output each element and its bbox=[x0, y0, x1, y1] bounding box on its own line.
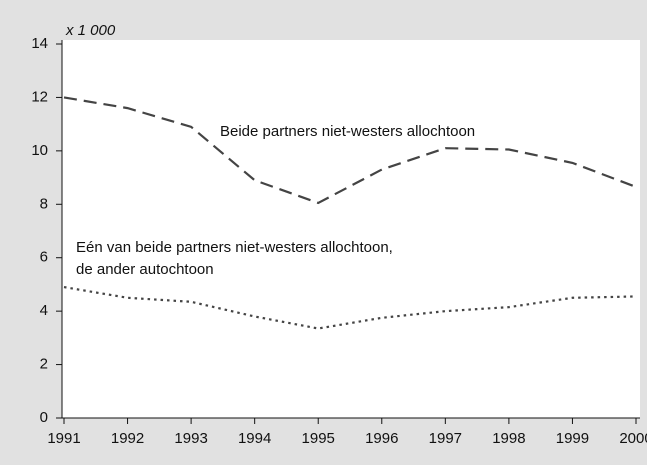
series-label: de ander autochtoon bbox=[76, 261, 214, 278]
x-tick-label: 1991 bbox=[47, 430, 80, 447]
y-tick-label: 8 bbox=[40, 195, 48, 212]
x-tick-label: 1997 bbox=[429, 430, 462, 447]
x-tick-label: 1995 bbox=[302, 430, 335, 447]
series-label: Beide partners niet-westers allochtoon bbox=[220, 123, 475, 140]
y-tick-label: 12 bbox=[31, 88, 48, 105]
x-tick-label: 1996 bbox=[365, 430, 398, 447]
x-tick-label: 1998 bbox=[492, 430, 525, 447]
y-tick-label: 4 bbox=[40, 302, 48, 319]
y-tick-label: 10 bbox=[31, 142, 48, 159]
series-label: Eén van beide partners niet-westers allo… bbox=[76, 239, 393, 256]
plot-area bbox=[62, 40, 640, 418]
x-tick-label: 1999 bbox=[556, 430, 589, 447]
x-tick-label: 1992 bbox=[111, 430, 144, 447]
series-line bbox=[63, 286, 637, 330]
x-tick-label: 2000 bbox=[619, 430, 647, 447]
x-tick-label: 1993 bbox=[174, 430, 207, 447]
x-tick-label: 1994 bbox=[238, 430, 271, 447]
y-tick-label: 6 bbox=[40, 249, 48, 266]
axis-note: x 1 000 bbox=[65, 22, 116, 39]
y-tick-label: 14 bbox=[31, 35, 48, 52]
y-tick-label: 0 bbox=[40, 409, 48, 426]
y-tick-label: 2 bbox=[40, 356, 48, 373]
